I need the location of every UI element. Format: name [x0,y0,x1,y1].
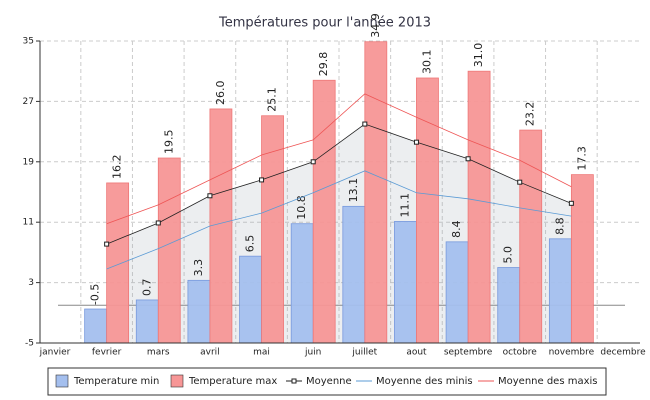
bar [239,255,262,344]
x-tick-label: juin [304,348,321,358]
data-label: 19.5 [162,130,175,155]
marker [465,156,471,162]
data-label: 3.3 [192,259,205,277]
bar [416,77,439,344]
bar [209,108,233,344]
x-tick-label: mai [253,348,270,358]
legend-label: Temperature min [73,376,159,387]
line [106,170,572,270]
y-tick-label: 19 [23,157,35,167]
x-tick-label: decembre [600,348,646,358]
bar [157,157,181,344]
bar [394,221,417,344]
y-tick-label: 3 [28,278,34,288]
y-tick-label: 35 [23,37,34,47]
data-label: 29.8 [317,52,330,77]
bar [497,267,521,344]
bar [342,205,366,344]
bar [364,41,388,344]
data-label: 5.0 [502,246,515,264]
bar [445,241,469,344]
bar [290,223,314,344]
marker [413,139,419,145]
marker [362,121,368,127]
x-tick-label: avril [200,348,220,358]
data-label: 26.0 [214,80,227,105]
marker [207,193,213,199]
bar [135,299,159,344]
y-tick-label: 11 [23,218,34,228]
data-label: 11.1 [398,193,411,218]
legend-label: Temperature max [188,376,277,387]
x-tick-label: mars [147,348,170,358]
chart-title: Températures pour l'année 2013 [218,16,431,31]
bar [548,238,572,344]
x-tick-label: fevrier [92,348,122,358]
data-label: 30.1 [420,49,433,74]
data-label: 13.1 [347,178,360,203]
data-label: 25.1 [266,87,279,112]
marker [259,177,265,183]
data-label: 8.8 [553,217,566,235]
bar [84,308,108,344]
data-label: 17.3 [575,146,588,171]
x-tick-label: janvier [39,348,71,358]
legend-label: Moyenne [306,376,352,387]
bar [312,79,336,344]
data-label: 8.4 [450,220,463,238]
y-tick-label: -5 [25,339,34,349]
legend-label: Moyenne des minis [376,376,473,387]
data-label: -0.5 [89,284,102,305]
data-label: 34.9 [369,13,382,38]
x-tick-label: novembre [549,348,595,358]
line [106,123,572,245]
legend-box [47,367,607,396]
data-label: 10.8 [295,195,308,220]
y-tick-label: 27 [23,97,34,107]
data-label: 16.2 [111,154,124,179]
bar [106,182,130,344]
legend-marker [291,378,297,384]
marker [155,220,161,226]
legend-swatch [170,374,184,388]
x-tick-label: septembre [444,348,493,358]
marker [310,159,316,165]
marker [568,200,574,206]
data-label: 23.2 [524,102,537,127]
line [106,93,572,225]
marker [517,179,523,185]
data-label: 0.7 [140,278,153,296]
data-label: 6.5 [244,235,257,253]
legend-swatch [55,374,69,388]
x-tick-label: octobre [503,348,538,358]
bar [467,70,491,344]
bar [570,174,594,344]
marker [104,241,110,247]
bar [187,279,211,344]
data-label: 31.0 [472,43,485,68]
legend-label: Moyenne des maxis [498,376,598,387]
x-tick-label: juillet [351,348,377,358]
x-tick-label: aout [406,348,427,358]
